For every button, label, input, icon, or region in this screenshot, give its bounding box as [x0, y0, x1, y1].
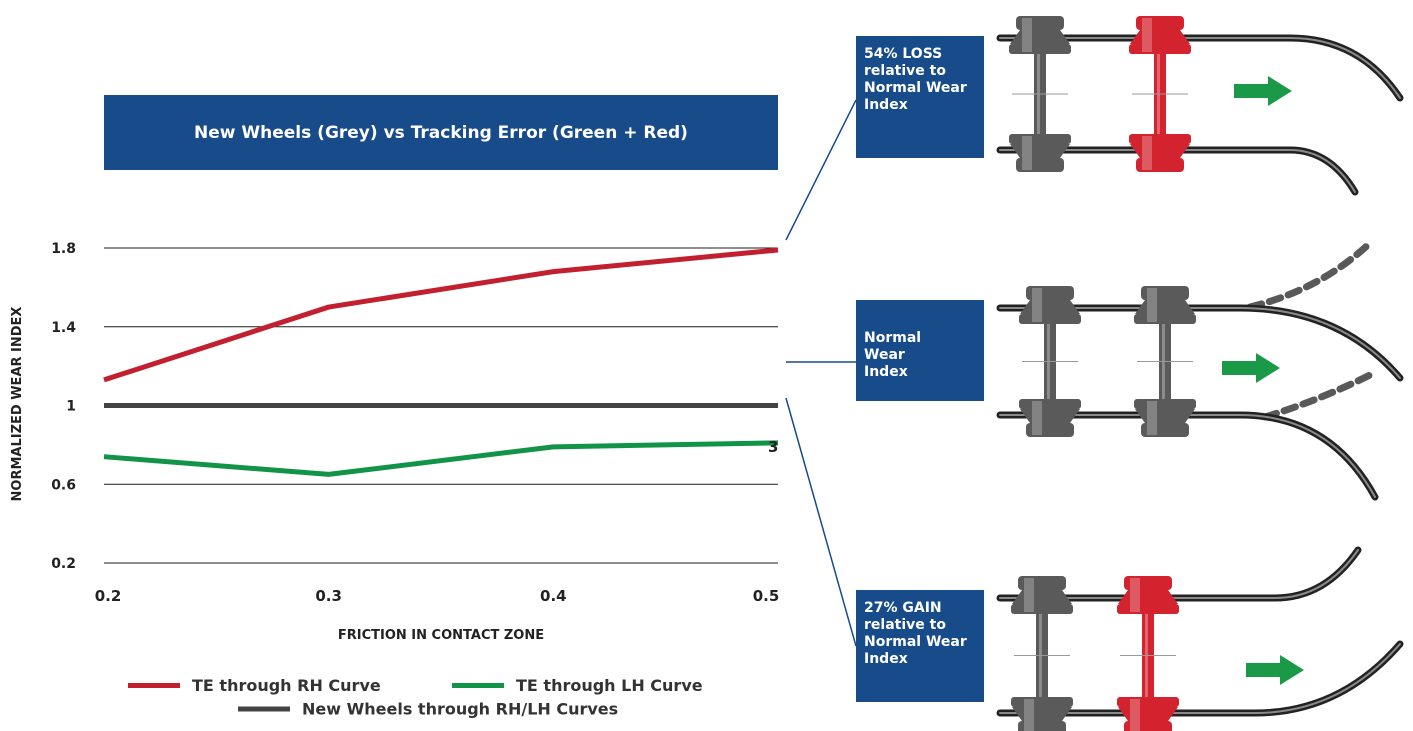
legend-item-rh: TE through RH Curve: [128, 676, 381, 695]
arrow-right-icon: [1246, 655, 1304, 685]
arrow-right-icon: [1222, 353, 1280, 383]
annotation-label: 3: [768, 438, 778, 456]
x-tick-label: 0.3: [315, 587, 342, 605]
callout-normal: Normal Wear Index: [856, 300, 984, 401]
chart-title: New Wheels (Grey) vs Tracking Error (Gre…: [104, 95, 778, 170]
legend-label-lh: TE through LH Curve: [516, 676, 703, 695]
legend-item-new: New Wheels through RH/LH Curves: [238, 700, 618, 719]
y-tick-label: 1.8: [51, 241, 76, 257]
legend-swatch-rh: [128, 683, 180, 688]
wheelset-diagram-rh-curve: [996, 16, 1404, 196]
legend-swatch-lh: [452, 683, 504, 688]
y-tick-label: 0.2: [51, 556, 76, 572]
callout-loss-line: relative to: [864, 63, 946, 79]
x-tick-label: 0.2: [95, 587, 122, 605]
x-tick-label: 0.5: [753, 587, 780, 605]
connector-line: [785, 397, 857, 647]
callout-gain: 27% GAIN relative to Normal Wear Index: [856, 590, 984, 702]
x-axis-label: FRICTION IN CONTACT ZONE: [337, 628, 545, 643]
arrow-right-icon: [1234, 76, 1292, 106]
y-axis-label: NORMALIZED WEAR INDEX: [10, 306, 25, 502]
y-tick-label: 0.6: [51, 477, 76, 493]
y-tick-label: 1.4: [51, 320, 76, 336]
connector-line: [785, 99, 857, 241]
legend-swatch-new: [238, 706, 290, 712]
wheelset-diagram-normal: [996, 239, 1404, 501]
callout-gain-line: Index: [864, 651, 908, 667]
callout-loss-line: 54% LOSS: [864, 46, 943, 62]
series-line-lh: [103, 440, 779, 477]
callout-loss: 54% LOSS relative to Normal Wear Index: [856, 36, 984, 158]
series-line-rh: [103, 247, 779, 383]
legend-item-lh: TE through LH Curve: [452, 676, 703, 695]
callout-normal-line: Normal: [864, 330, 922, 346]
callout-loss-line: Index: [864, 97, 908, 113]
wheelset-diagram-lh-curve: [996, 546, 1404, 731]
callout-normal-line: Wear: [864, 347, 905, 363]
legend-label-rh: TE through RH Curve: [192, 676, 381, 695]
callout-loss-line: Normal Wear: [864, 80, 967, 96]
callout-gain-line: 27% GAIN: [864, 600, 942, 616]
callout-gain-line: Normal Wear: [864, 634, 967, 650]
y-tick-label: 1: [66, 399, 76, 415]
callout-gain-line: relative to: [864, 617, 946, 633]
x-tick-label: 0.4: [540, 587, 567, 605]
legend-label-new: New Wheels through RH/LH Curves: [302, 699, 619, 719]
callout-normal-line: Index: [864, 364, 908, 380]
